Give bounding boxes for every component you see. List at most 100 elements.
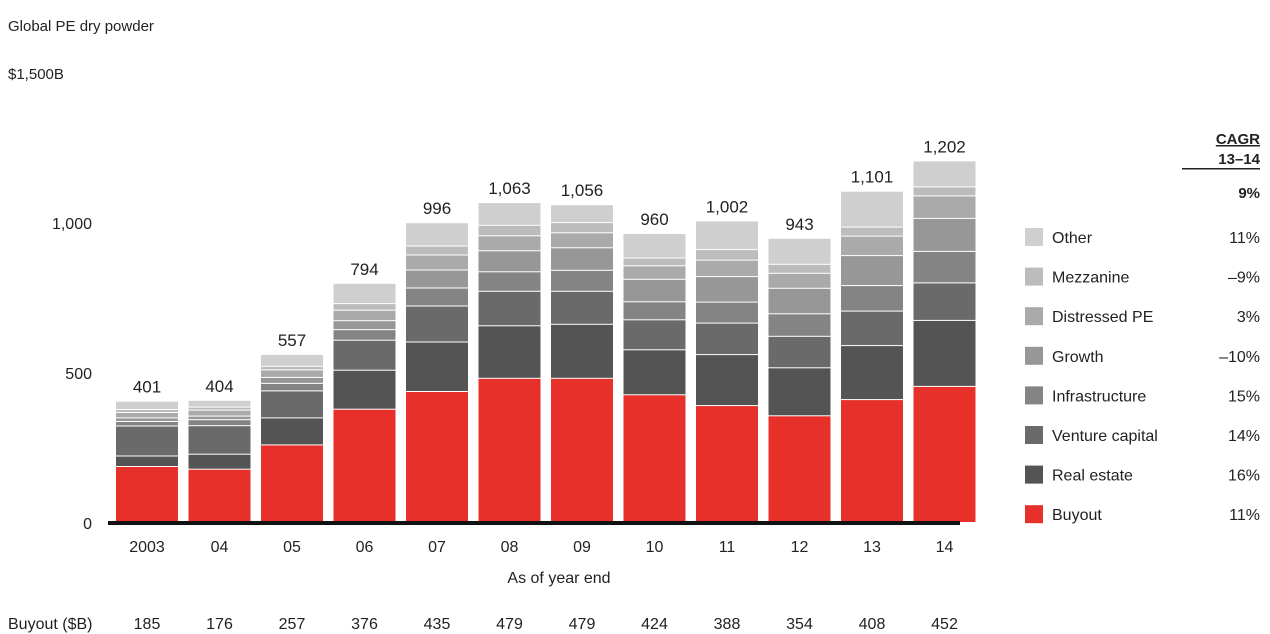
- segment-separator: [769, 288, 831, 289]
- segment-separator: [914, 320, 976, 321]
- buyout-row-value: 408: [859, 616, 886, 633]
- bars-group: 4012003404045570579406996071,063081,0560…: [116, 137, 976, 556]
- segment-separator: [914, 251, 976, 252]
- segment-separator: [116, 456, 178, 457]
- bar-segment-venture-capital: [189, 426, 251, 455]
- segment-separator: [479, 225, 541, 226]
- bar-segment-real-estate: [841, 346, 903, 400]
- bar-segment-real-estate: [479, 326, 541, 379]
- bar-segment-mezzanine: [914, 187, 976, 196]
- bar-segment-venture-capital: [841, 311, 903, 346]
- segment-separator: [624, 258, 686, 259]
- bar-segment-other: [769, 239, 831, 264]
- segment-separator: [479, 235, 541, 236]
- bar-segment-buyout: [116, 467, 178, 523]
- buyout-row-value: 479: [496, 616, 523, 633]
- x-tick-label: 06: [356, 539, 374, 556]
- segment-separator: [261, 383, 323, 384]
- segment-separator: [261, 444, 323, 445]
- bar-segment-buyout: [551, 378, 613, 522]
- segment-separator: [406, 246, 468, 247]
- segment-separator: [914, 282, 976, 283]
- bar-segment-other: [841, 192, 903, 227]
- bar-segment-mezzanine: [479, 225, 541, 236]
- segment-separator: [769, 415, 831, 416]
- bar-segment-buyout: [769, 416, 831, 522]
- legend-cagr: 11%: [1229, 230, 1260, 247]
- segment-separator: [261, 366, 323, 367]
- bar-segment-other: [479, 203, 541, 225]
- bar-segment-real-estate: [551, 324, 613, 378]
- cagr-period: 13–14: [1218, 151, 1260, 168]
- segment-separator: [189, 410, 251, 411]
- segment-separator: [406, 306, 468, 307]
- bar-segment-distressed-pe: [406, 255, 468, 270]
- bar-segment-real-estate: [261, 418, 323, 445]
- buyout-row-value: 185: [134, 616, 161, 633]
- x-axis-label: As of year end: [507, 570, 610, 587]
- bar-segment-growth: [479, 251, 541, 272]
- legend-label: Infrastructure: [1052, 388, 1146, 405]
- x-tick-label: 05: [283, 539, 301, 556]
- buyout-row-value: 479: [569, 616, 596, 633]
- bar-segment-distressed-pe: [551, 233, 613, 248]
- bar-segment-buyout: [479, 378, 541, 522]
- bar-segment-real-estate: [334, 370, 396, 409]
- bar-segment-distressed-pe: [914, 196, 976, 219]
- segment-separator: [914, 186, 976, 187]
- buyout-row-value: 354: [786, 616, 813, 633]
- bar-total-label: 404: [205, 377, 233, 396]
- bar-segment-real-estate: [406, 342, 468, 392]
- segment-separator: [551, 232, 613, 233]
- segment-separator: [551, 378, 613, 379]
- segment-separator: [189, 416, 251, 417]
- segment-separator: [116, 417, 178, 418]
- buyout-row-value: 435: [424, 616, 451, 633]
- segment-separator: [406, 255, 468, 256]
- bar-total-label: 1,002: [706, 197, 749, 216]
- y-tick-label: 1,000: [52, 216, 92, 233]
- segment-separator: [841, 255, 903, 256]
- segment-separator: [334, 329, 396, 330]
- bar-segment-mezzanine: [624, 258, 686, 266]
- segment-separator: [116, 421, 178, 422]
- bar-segment-mezzanine: [769, 264, 831, 273]
- legend-label: Other: [1052, 230, 1093, 247]
- bar-segment-venture-capital: [624, 320, 686, 350]
- segment-separator: [479, 291, 541, 292]
- segment-separator: [334, 320, 396, 321]
- x-tick-label: 07: [428, 539, 446, 556]
- segment-separator: [189, 419, 251, 420]
- bar-segment-venture-capital: [116, 426, 178, 456]
- bar-segment-infrastructure: [624, 302, 686, 320]
- bar-segment-distressed-pe: [624, 266, 686, 280]
- segment-separator: [261, 369, 323, 370]
- bar-segment-growth: [624, 279, 686, 302]
- segment-separator: [769, 367, 831, 368]
- segment-separator: [261, 390, 323, 391]
- bar-segment-other: [551, 205, 613, 222]
- bar-segment-other: [624, 234, 686, 258]
- segment-separator: [334, 370, 396, 371]
- bar-segment-infrastructure: [116, 422, 178, 427]
- x-tick-label: 14: [936, 539, 954, 556]
- bar-segment-venture-capital: [914, 283, 976, 321]
- buyout-row-value: 424: [641, 616, 668, 633]
- segment-separator: [696, 276, 758, 277]
- segment-separator: [406, 288, 468, 289]
- bar-total-label: 1,063: [488, 179, 531, 198]
- buyout-row-value: 388: [714, 616, 741, 633]
- bar-segment-growth: [334, 321, 396, 330]
- segment-separator: [334, 409, 396, 410]
- x-tick-label: 09: [573, 539, 591, 556]
- legend-label: Growth: [1052, 349, 1104, 366]
- bar-segment-infrastructure: [696, 302, 758, 323]
- legend-swatch: [1025, 386, 1043, 404]
- segment-separator: [334, 310, 396, 311]
- bar-total-label: 1,202: [923, 137, 966, 156]
- bar-total-label: 401: [133, 378, 161, 397]
- bar-total-label: 943: [785, 215, 813, 234]
- bar-segment-buyout: [624, 395, 686, 522]
- bar-segment-infrastructure: [841, 286, 903, 312]
- segment-separator: [696, 354, 758, 355]
